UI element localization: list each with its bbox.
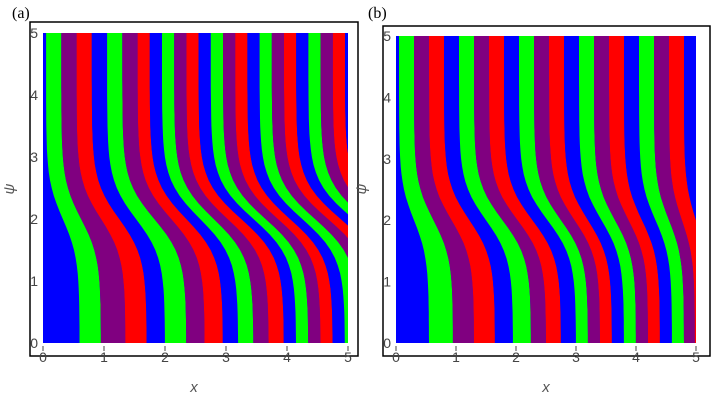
stripe-band [429, 36, 495, 343]
stripe-band [579, 36, 636, 343]
x-tick-label: 3 [572, 349, 580, 365]
stripe-band [654, 36, 695, 343]
y-tick-label: 4 [383, 89, 391, 105]
x-tick-label: 0 [39, 349, 47, 365]
panel-a: (a) 0 1 2 3 4 5 0 1 2 3 4 5 x ψ [1, 5, 359, 396]
x-tick-label: 2 [512, 349, 520, 365]
panel-a-frame [29, 21, 359, 357]
y-tick-label: 0 [30, 335, 38, 351]
stripe-band [320, 33, 348, 203]
x-tick-label: 3 [222, 349, 230, 365]
panel-b-frame [382, 25, 711, 357]
stripe-band [137, 33, 223, 343]
stripe-band [259, 33, 348, 343]
stripe-band [76, 33, 147, 343]
stripe-band [684, 36, 696, 221]
panel-b-plot-area [396, 36, 715, 343]
stripe-band [444, 36, 513, 343]
stripe-band [122, 33, 205, 343]
stripe-band [174, 33, 269, 343]
stripe-band [624, 36, 672, 343]
stripe-band [149, 33, 239, 343]
y-tick-label: 0 [383, 335, 391, 351]
stripe-band [697, 36, 715, 343]
panel-b-label: (b) [368, 5, 387, 22]
stripe-band [107, 33, 187, 343]
stripe-band [162, 33, 254, 343]
stripe-band [414, 36, 474, 343]
x-tick-label: 5 [692, 349, 700, 365]
y-tick-label: 2 [30, 211, 38, 227]
panel-a-ticks: 0 1 2 3 4 5 0 1 2 3 4 5 [30, 25, 352, 365]
stripe-band [332, 33, 348, 188]
panel-b-y-axis-label: ψ [353, 183, 370, 194]
panel-a-label: (a) [12, 5, 30, 22]
x-tick-label: 1 [452, 349, 460, 365]
stripe-band [186, 33, 284, 343]
y-tick-label: 1 [383, 274, 391, 290]
x-tick-label: 4 [632, 349, 640, 365]
y-tick-label: 3 [30, 149, 38, 165]
stripe-band [235, 33, 333, 343]
stripe-band [247, 33, 345, 343]
x-tick-label: 0 [392, 349, 400, 365]
stripe-band [534, 36, 600, 343]
stripe-band [519, 36, 588, 343]
panel-b-x-axis-label: x [541, 379, 550, 396]
stripe-band [198, 33, 296, 343]
stripe-band [669, 36, 696, 343]
panel-a-y-axis-label: ψ [1, 183, 18, 194]
stripe-band [489, 36, 561, 343]
stripe-band [210, 33, 309, 343]
stripe-band [639, 36, 684, 343]
stripe-band [223, 33, 321, 343]
y-tick-label: 3 [383, 151, 391, 167]
x-tick-label: 5 [344, 349, 352, 365]
stripe-band [46, 33, 101, 343]
stripe-band [61, 33, 126, 343]
panel-a-x-axis-label: x [189, 379, 198, 396]
y-tick-label: 1 [30, 273, 38, 289]
panel-b: (b) 0 1 2 3 4 5 0 1 2 3 4 5 x ψ [353, 5, 715, 396]
stripe-band [504, 36, 576, 343]
stripe-band [399, 36, 453, 343]
stripe-band [459, 36, 531, 343]
stripe-band [345, 33, 348, 154]
x-tick-label: 4 [283, 349, 291, 365]
x-tick-label: 1 [100, 349, 108, 365]
y-tick-label: 5 [383, 28, 391, 44]
stripe-band [308, 33, 348, 215]
stripe-band [594, 36, 648, 343]
stripe-band [609, 36, 660, 343]
stripe-band [91, 33, 165, 343]
stripe-band [284, 33, 348, 239]
stripe-band [710, 36, 715, 343]
stripe-band [474, 36, 546, 343]
panel-b-ticks: 0 1 2 3 4 5 0 1 2 3 4 5 [383, 28, 700, 365]
stripe-band [296, 33, 348, 226]
y-tick-label: 2 [383, 212, 391, 228]
stripe-band [549, 36, 612, 343]
y-tick-label: 5 [30, 25, 38, 41]
panel-a-plot-area [43, 33, 348, 343]
x-tick-label: 2 [161, 349, 169, 365]
y-tick-label: 4 [30, 87, 38, 103]
stripe-band [564, 36, 624, 343]
stripe-band [271, 33, 348, 258]
